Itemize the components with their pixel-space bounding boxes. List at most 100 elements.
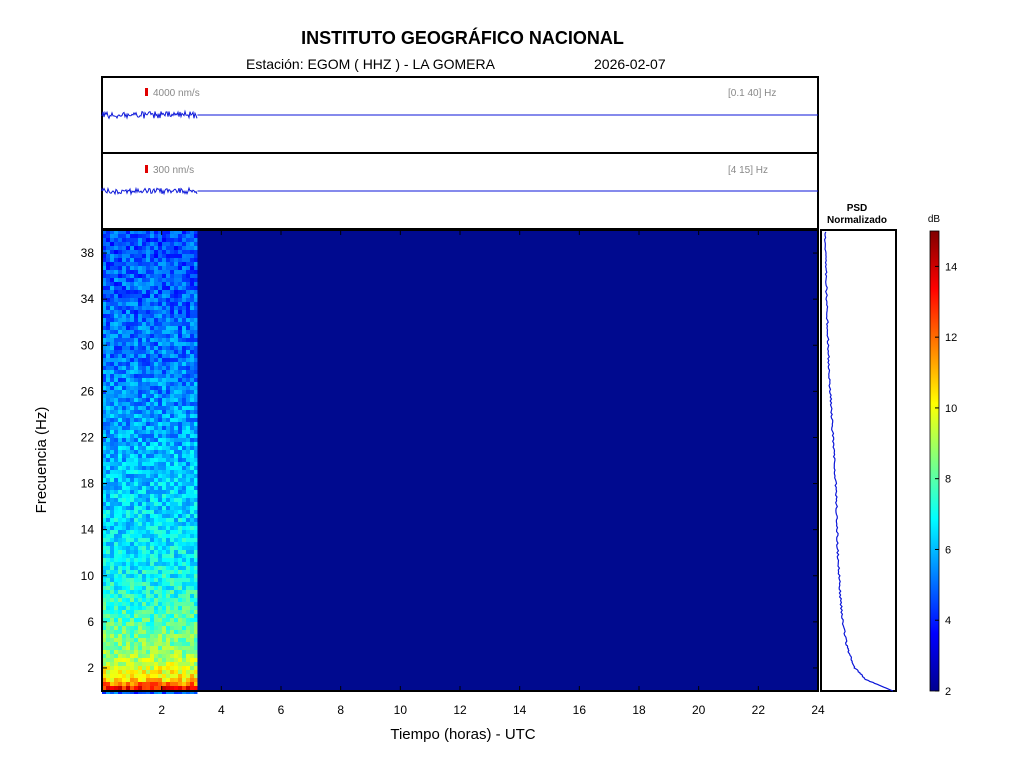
spectrogram-cell: [178, 426, 182, 430]
spectrogram-cell: [190, 502, 194, 506]
spectrogram-cell: [150, 558, 154, 562]
spectrogram-cell: [142, 470, 146, 474]
spectrogram-cell: [170, 402, 174, 406]
spectrogram-cell: [110, 538, 114, 542]
spectrogram-cell: [130, 674, 134, 678]
spectrogram-cell: [166, 298, 170, 302]
spectrogram-cell: [130, 570, 134, 574]
spectrogram-cell: [170, 606, 174, 610]
spectrogram-cell: [138, 318, 142, 322]
spectrogram-cell: [146, 646, 150, 650]
spectrogram-cell: [138, 622, 142, 626]
spectrogram-cell: [118, 406, 122, 410]
spectrogram-cell: [166, 290, 170, 294]
spectrogram-cell: [102, 590, 106, 594]
spectrogram-cell: [178, 498, 182, 502]
spectrogram-cell: [182, 330, 186, 334]
spectrogram-cell: [110, 590, 114, 594]
spectrogram-cell: [114, 622, 118, 626]
spectrogram-cell: [126, 450, 130, 454]
spectrogram-cell: [194, 474, 198, 478]
spectrogram-cell: [102, 298, 106, 302]
spectrogram-cell: [122, 390, 126, 394]
spectrogram-cell: [150, 462, 154, 466]
spectrogram-cell: [186, 370, 190, 374]
spectrogram-cell: [138, 498, 142, 502]
spectrogram-cell: [126, 590, 130, 594]
spectrogram-cell: [142, 274, 146, 278]
spectrogram-cell: [146, 542, 150, 546]
spectrogram-cell: [174, 454, 178, 458]
spectrogram-cell: [114, 358, 118, 362]
spectrogram-cell: [190, 282, 194, 286]
spectrogram-cell: [154, 342, 158, 346]
spectrogram-cell: [170, 414, 174, 418]
spectrogram-cell: [182, 642, 186, 646]
spectrogram-cell: [174, 354, 178, 358]
spectrogram-cell: [178, 674, 182, 678]
spectrogram-cell: [190, 582, 194, 586]
spectrogram-cell: [114, 558, 118, 562]
spectrogram-cell: [186, 666, 190, 670]
spectrogram-cell: [190, 486, 194, 490]
spectrogram-cell: [186, 382, 190, 386]
spectrogram-cell: [190, 378, 194, 382]
spectrogram-cell: [110, 414, 114, 418]
spectrogram-cell: [158, 550, 162, 554]
spectrogram-cell: [114, 454, 118, 458]
spectrogram-cell: [186, 662, 190, 666]
spectrogram-cell: [110, 306, 114, 310]
spectrogram-cell: [154, 618, 158, 622]
spectrogram-cell: [114, 642, 118, 646]
spectrogram-cell: [110, 618, 114, 622]
spectrogram-cell: [138, 482, 142, 486]
spectrogram-cell: [158, 486, 162, 490]
spectrogram-cell: [186, 426, 190, 430]
spectrogram-cell: [154, 410, 158, 414]
spectrogram-cell: [158, 342, 162, 346]
spectrogram-cell: [110, 510, 114, 514]
spectrogram-cell: [186, 358, 190, 362]
spectrogram-cell: [182, 534, 186, 538]
spectrogram-cell: [130, 562, 134, 566]
spectrogram-cell: [190, 618, 194, 622]
spectrogram-cell: [126, 650, 130, 654]
spectrogram-cell: [142, 410, 146, 414]
spectrogram-cell: [114, 442, 118, 446]
spectrogram-cell: [182, 562, 186, 566]
spectrogram-cell: [190, 398, 194, 402]
spectrogram-cell: [142, 378, 146, 382]
spectrogram-cell: [178, 678, 182, 682]
spectrogram-cell: [114, 406, 118, 410]
spectrogram-cell: [186, 614, 190, 618]
spectrogram-cell: [190, 646, 194, 650]
spectrogram-cell: [114, 494, 118, 498]
spectrogram-cell: [118, 250, 122, 254]
spectrogram-cell: [166, 558, 170, 562]
spectrogram-cell: [178, 446, 182, 450]
spectrogram-cell: [106, 378, 110, 382]
spectrogram-cell: [138, 426, 142, 430]
spectrogram-cell: [158, 370, 162, 374]
spectrogram-cell: [190, 622, 194, 626]
spectrogram-cell: [182, 614, 186, 618]
spectrogram-cell: [142, 538, 146, 542]
spectrogram-cell: [138, 342, 142, 346]
spectrogram-cell: [178, 586, 182, 590]
spectrogram-cell: [150, 614, 154, 618]
spectrogram-cell: [142, 642, 146, 646]
spectrogram-cell: [110, 622, 114, 626]
spectrogram-cell: [190, 290, 194, 294]
spectrogram-cell: [162, 618, 166, 622]
spectrogram-cell: [106, 686, 110, 690]
spectrogram-cell: [162, 598, 166, 602]
spectrogram-cell: [110, 466, 114, 470]
spectrogram-cell: [142, 318, 146, 322]
spectrogram-cell: [154, 438, 158, 442]
spectrogram-cell: [106, 242, 110, 246]
spectrogram-cell: [194, 330, 198, 334]
spectrogram-cell: [102, 402, 106, 406]
spectrogram-cell: [134, 334, 138, 338]
spectrogram-cell: [142, 338, 146, 342]
spectrogram-cell: [130, 274, 134, 278]
